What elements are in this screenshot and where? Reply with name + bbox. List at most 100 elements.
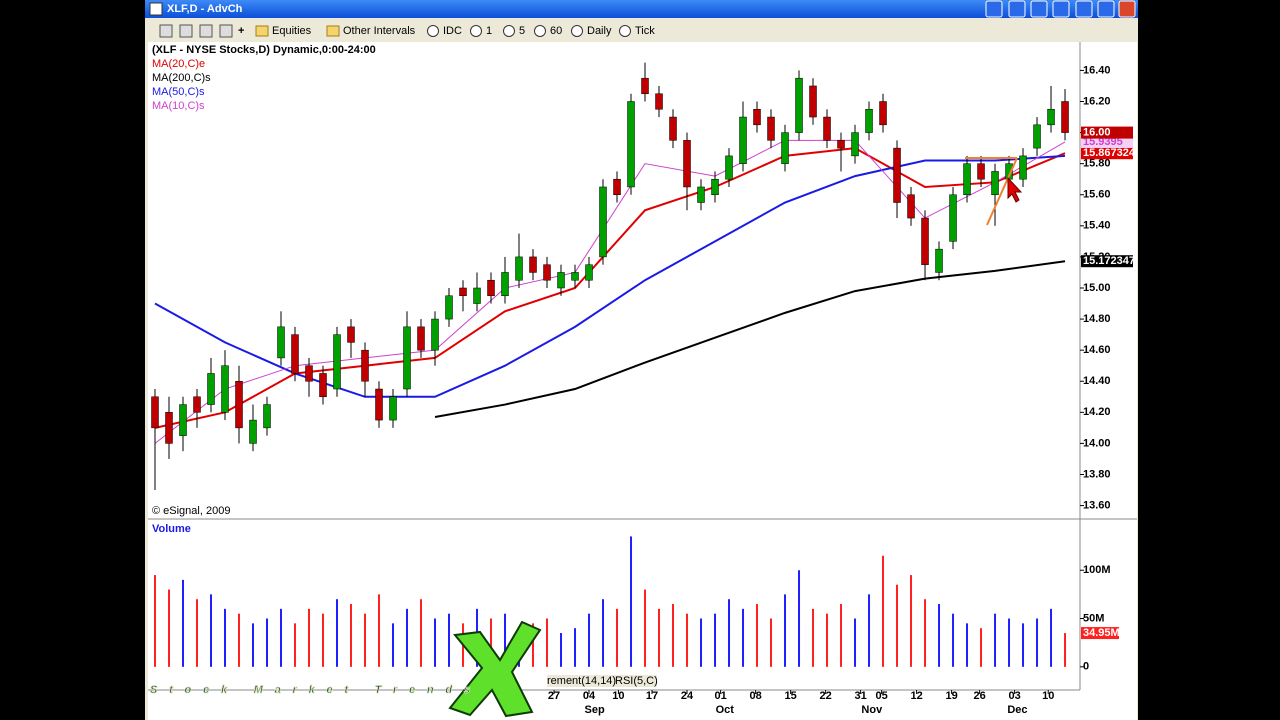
- y-tick-label: 13.60: [1083, 499, 1111, 511]
- button[interactable]: [1030, 0, 1048, 18]
- month-label: Dec: [1007, 704, 1027, 716]
- volume-bar: [196, 599, 199, 667]
- volume-bar: [980, 628, 983, 667]
- volume-bar: [616, 608, 619, 667]
- toolbar-button[interactable]: Daily: [587, 25, 612, 37]
- candle-body: [893, 147, 901, 203]
- minimize-button[interactable]: [1075, 0, 1093, 18]
- candle-body: [179, 404, 187, 436]
- candle-body: [571, 272, 579, 281]
- toolbar-icon: [179, 24, 193, 38]
- volume-bar: [560, 633, 563, 667]
- volume-bar: [644, 589, 647, 667]
- candle-body: [459, 287, 467, 297]
- volume-bar: [854, 618, 857, 667]
- candle-body: [613, 178, 621, 195]
- candle-body: [585, 264, 593, 281]
- x-tick-label: 24: [681, 690, 694, 702]
- tab[interactable]: rement(14,14): [547, 675, 616, 687]
- x-tick-label: 26: [973, 690, 985, 702]
- cursor: [1007, 176, 1023, 203]
- volume-bar: [756, 604, 759, 667]
- y-tick-label: 14.00: [1083, 437, 1111, 449]
- maximize-button[interactable]: [1097, 0, 1115, 18]
- volume-bar: [784, 594, 787, 667]
- volume-bar: [322, 613, 325, 667]
- x-tick-label: 04: [583, 690, 596, 702]
- folder-icon: [255, 25, 269, 37]
- y-tick-label: 14.40: [1083, 375, 1111, 387]
- toolbar-button[interactable]: Tick: [635, 25, 655, 37]
- candle-body: [781, 132, 789, 164]
- y-tick-label: 13.80: [1083, 468, 1111, 480]
- volume-bar: [1008, 618, 1011, 667]
- candle-body: [809, 85, 817, 118]
- candle-body: [249, 419, 257, 444]
- interval-icon: [534, 25, 546, 37]
- toolbar-add: +: [238, 25, 244, 37]
- candle-body: [641, 77, 649, 94]
- candle-body: [683, 140, 691, 188]
- toolbar-button[interactable]: 1: [486, 25, 492, 37]
- value-box: [1081, 126, 1133, 139]
- candle-body: [837, 140, 845, 149]
- candle-body: [473, 287, 481, 304]
- app-icon: [149, 2, 163, 16]
- volume-bar: [882, 555, 885, 667]
- candle-body: [235, 380, 243, 429]
- volume-bar: [686, 613, 689, 667]
- button[interactable]: [1052, 0, 1070, 18]
- toolbar-button[interactable]: 60: [550, 25, 562, 37]
- toolbar-button[interactable]: Other Intervals: [343, 25, 416, 37]
- x-tick-label: 10: [612, 690, 624, 702]
- candle-body: [403, 326, 411, 390]
- volume-title: Volume: [152, 523, 191, 535]
- x-tick-label: 17: [646, 690, 658, 702]
- volume-bar: [224, 608, 227, 667]
- candle-body: [795, 77, 803, 133]
- candle-body: [417, 326, 425, 351]
- interval-icon: [503, 25, 515, 37]
- x-tick-label: 10: [1042, 690, 1054, 702]
- candle-body: [375, 388, 383, 421]
- toolbar-button[interactable]: IDC: [443, 25, 462, 37]
- candle-body: [557, 272, 565, 289]
- volume-bar: [1036, 618, 1039, 667]
- button[interactable]: [1008, 0, 1026, 18]
- y-tick-label: 50M: [1083, 612, 1104, 624]
- month-label: Oct: [716, 704, 735, 716]
- volume-bar: [742, 608, 745, 667]
- volume-bar: [966, 623, 969, 667]
- volume-bar: [770, 618, 773, 667]
- x-tick-label: 15: [784, 690, 796, 702]
- close-button[interactable]: [1118, 0, 1136, 18]
- tab[interactable]: RSI(5,C): [615, 675, 658, 687]
- x-tick-label: 27: [548, 690, 560, 702]
- interval-icon: [619, 25, 631, 37]
- toolbar-button[interactable]: Equities: [272, 25, 312, 37]
- button[interactable]: [985, 0, 1003, 18]
- candle-body: [851, 132, 859, 157]
- volume-bar: [294, 623, 297, 667]
- volume-bar: [154, 575, 157, 667]
- value-box: [1081, 255, 1133, 268]
- volume-bar: [714, 613, 717, 667]
- volume-bar: [1064, 633, 1067, 667]
- candle-body: [907, 194, 915, 219]
- volume-bar: [924, 599, 927, 667]
- x-tick-label: 01: [714, 690, 726, 702]
- toolbar-button[interactable]: 5: [519, 25, 525, 37]
- legend-entry: MA(20,C)e: [152, 58, 205, 70]
- value-box-label: 16.00: [1083, 126, 1111, 138]
- legend-entry: MA(10,C)s: [152, 100, 205, 112]
- y-tick-label: 100M: [1083, 564, 1111, 576]
- value-box-label: 15.9395: [1083, 136, 1123, 148]
- candle-body: [305, 365, 313, 382]
- window-buttons: [985, 0, 1136, 18]
- candle-body: [319, 373, 327, 398]
- volume-bar: [994, 613, 997, 667]
- candle-body: [669, 116, 677, 141]
- x-tick-label: 05: [875, 690, 887, 702]
- volume-bar: [1022, 623, 1025, 667]
